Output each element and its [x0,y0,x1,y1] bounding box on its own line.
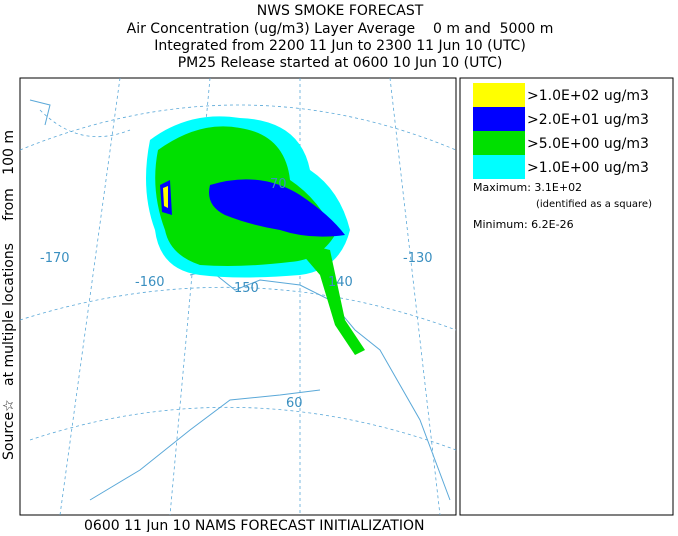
legend-swatch [473,107,525,131]
map-label: 140 [328,275,353,290]
subtitle: Integrated from 2200 11 Jun to 2300 11 J… [154,38,526,54]
map-label: -170 [40,251,70,266]
minimum: Minimum: 6.2E-26 [473,218,574,231]
legend-label: >1.0E+02 ug/m3 [527,88,649,104]
legend-label: >2.0E+01 ug/m3 [527,112,649,128]
subtitle: PM25 Release started at 0600 10 Jun 10 (… [178,55,503,71]
footer: 0600 11 Jun 10 NAMS FORECAST INITIALIZAT… [84,518,424,532]
map-label: 60 [286,396,303,411]
coastline [29,99,451,501]
map-label: 150 [234,281,259,296]
max-note: (identified as a square) [536,199,652,210]
side-label: Source☆ at multiple locations from 100 m [1,130,17,460]
smoke-plume [146,116,365,355]
legend-swatch [473,131,525,155]
title: NWS SMOKE FORECAST [257,3,424,19]
subtitle: Air Concentration (ug/m3) Layer Average … [127,21,554,37]
legend-label: >1.0E+00 ug/m3 [527,160,649,176]
legend-swatch [473,155,525,179]
legend-label: >5.0E+00 ug/m3 [527,136,649,152]
map-label: -160 [135,275,165,290]
maximum: Maximum: 3.1E+02 [473,181,582,194]
legend-swatch [473,83,525,107]
map-label: -130 [403,251,433,266]
map-label: 70 [270,177,287,192]
